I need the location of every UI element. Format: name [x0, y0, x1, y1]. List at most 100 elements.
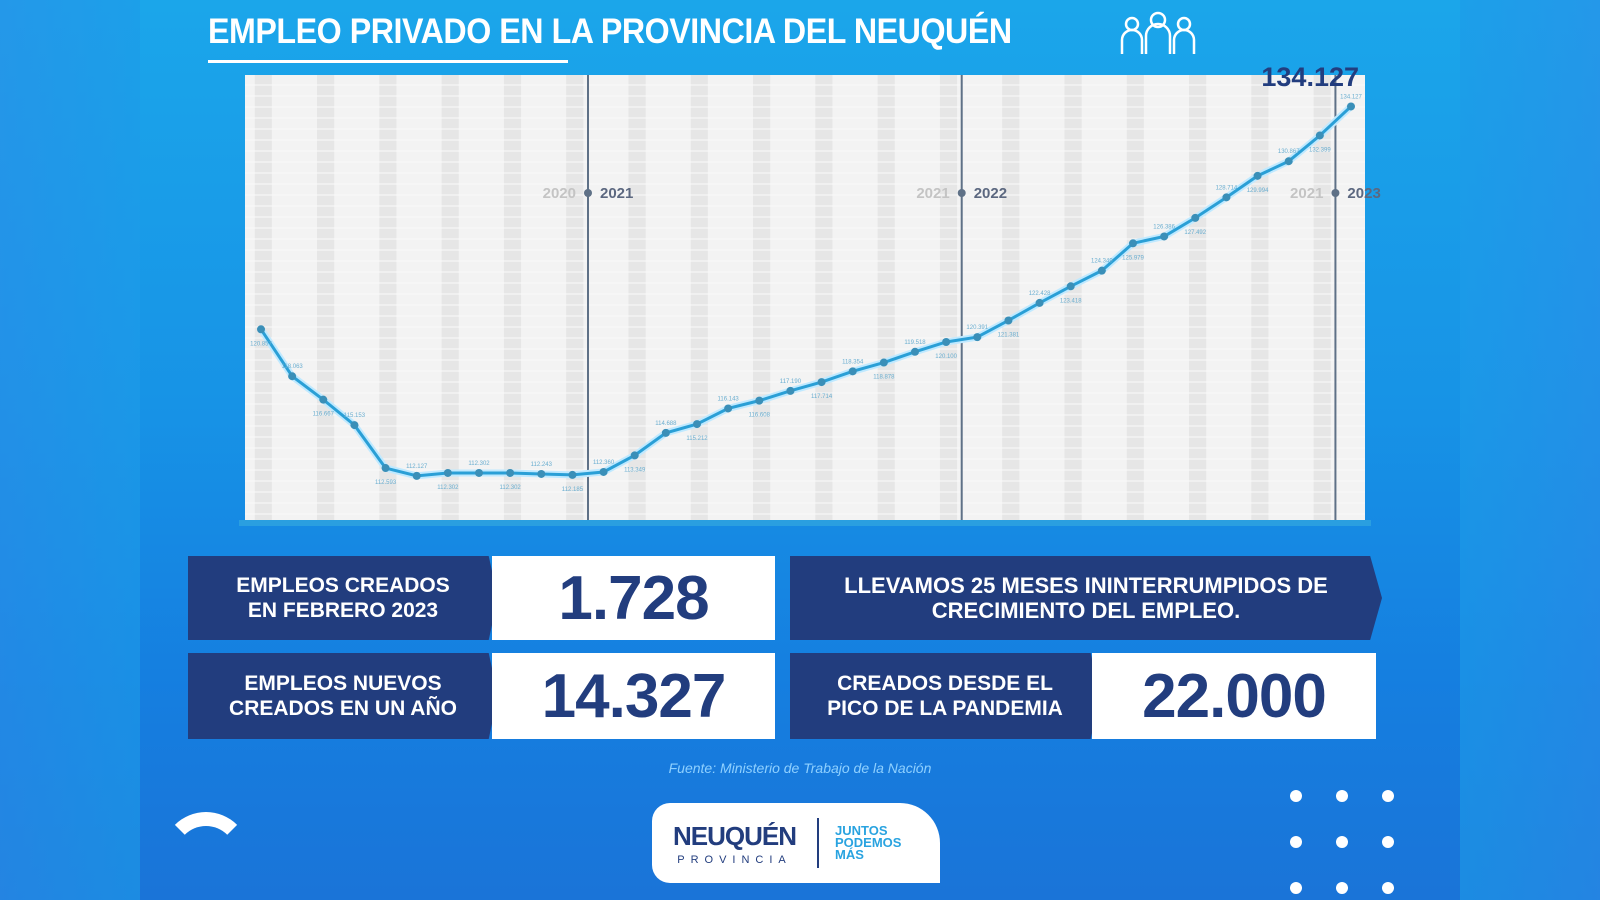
data-point — [1253, 171, 1262, 180]
logo-name: NEUQUÉN — [672, 820, 797, 851]
data-point — [1097, 266, 1106, 275]
data-point — [1347, 102, 1355, 111]
data-label: 114.688 — [655, 421, 677, 427]
grid-stripe — [877, 75, 895, 520]
data-label: 117.714 — [811, 394, 833, 400]
data-label: 112.593 — [375, 480, 397, 486]
data-label: 120.857 — [250, 341, 272, 347]
year-label: EMPLEOS NUEVOS CREADOS EN UN AÑO — [229, 672, 457, 720]
data-point — [755, 396, 764, 405]
streak-text: LLEVAMOS 25 MESES ININTERRUMPIDOS DE CRE… — [844, 573, 1328, 623]
data-label: 126.386 — [1153, 224, 1175, 230]
data-label: 118.063 — [282, 364, 304, 370]
data-label: 127.492 — [1184, 230, 1206, 236]
logo-sub: PROVINCIA — [677, 853, 792, 866]
data-label: 118.354 — [842, 359, 864, 365]
grid-stripe — [628, 75, 646, 520]
data-label: 118.878 — [873, 375, 895, 381]
grid-stripe — [566, 75, 584, 520]
data-label: 112.302 — [500, 485, 522, 491]
source-note: Fuente: Ministerio de Trabajo de la Naci… — [668, 760, 932, 776]
x-axis — [239, 520, 1371, 526]
grid-stripe — [441, 75, 459, 520]
data-label: 112.243 — [531, 462, 553, 468]
decorative-dots — [1290, 790, 1394, 894]
data-point — [506, 468, 515, 477]
slogan-line: JUNTOS — [835, 823, 888, 838]
background-edge-right — [1460, 0, 1600, 900]
data-point — [1315, 131, 1324, 140]
logo-divider — [817, 818, 819, 868]
data-point — [1129, 239, 1137, 248]
data-label: 115.153 — [344, 413, 366, 419]
data-label: 124.349 — [1091, 259, 1113, 265]
data-point — [817, 378, 826, 387]
grid-stripe — [254, 75, 272, 520]
data-point — [724, 404, 733, 413]
data-point — [661, 428, 670, 437]
data-label: 129.994 — [1247, 188, 1269, 194]
slogan-line: PODEMOS — [835, 835, 902, 850]
data-point — [381, 464, 390, 473]
data-point — [350, 421, 359, 430]
year-label-left: 2021 — [916, 185, 949, 202]
grid-stripe — [815, 75, 833, 520]
year-label-right: 2022 — [974, 185, 1007, 202]
data-point — [1160, 232, 1169, 241]
data-point — [443, 468, 452, 477]
data-point — [973, 333, 982, 342]
year-label-right: 2023 — [1347, 185, 1380, 202]
data-point — [879, 358, 888, 367]
grid-stripe — [1313, 75, 1331, 520]
data-point — [786, 386, 795, 395]
title-underline — [208, 60, 568, 63]
pandemic-label-panel: CREADOS DESDE EL PICO DE LA PANDEMIA — [790, 653, 1100, 739]
data-label: 132.399 — [1309, 147, 1331, 153]
logo-slogan: JUNTOS PODEMOS MÁS — [835, 823, 902, 861]
data-point — [848, 367, 857, 376]
data-point — [319, 395, 328, 404]
data-label: 116.608 — [749, 413, 771, 419]
grid-stripe — [1064, 75, 1082, 520]
data-point — [1066, 282, 1075, 291]
data-label: 134.127 — [1340, 94, 1362, 100]
data-point — [1191, 213, 1200, 222]
data-label: 119.518 — [904, 340, 926, 346]
year-label-right: 2021 — [600, 185, 633, 202]
year-divider-marker — [957, 189, 966, 197]
data-label: 112.302 — [468, 461, 490, 467]
data-label: 117.190 — [780, 379, 802, 385]
grid-stripe — [1126, 75, 1144, 520]
data-point — [942, 338, 951, 346]
data-label: 112.185 — [562, 487, 584, 493]
grid-stripe — [939, 75, 958, 520]
data-point — [288, 372, 297, 381]
year-value: 14.327 — [492, 653, 775, 739]
data-point — [412, 471, 421, 480]
month-label-panel: EMPLEOS CREADOS EN FEBRERO 2023 — [188, 556, 498, 640]
data-point — [537, 469, 546, 478]
data-point — [630, 451, 639, 460]
streak-panel: LLEVAMOS 25 MESES ININTERRUMPIDOS DE CRE… — [790, 556, 1382, 640]
data-point — [599, 467, 608, 476]
year-divider-marker — [1331, 189, 1340, 197]
data-label: 120.100 — [935, 354, 957, 360]
data-point — [911, 347, 919, 356]
employment-line-chart: 2020 2021 2021 2022 2021 2023 120.857 118.063 11… — [239, 62, 1381, 526]
data-label: 120.391 — [966, 325, 988, 331]
grid-stripe — [753, 75, 771, 520]
data-label: 115.212 — [686, 436, 708, 442]
data-point — [257, 325, 265, 334]
data-point — [475, 468, 483, 477]
data-label: 112.302 — [437, 485, 459, 491]
pandemic-value: 22.000 — [1092, 653, 1376, 739]
data-point — [1035, 298, 1044, 307]
data-label: 116.667 — [313, 412, 335, 418]
plot-area — [245, 75, 1365, 520]
data-label: 128.714 — [1216, 185, 1238, 191]
grid-stripe — [1002, 75, 1020, 520]
data-label: 123.418 — [1060, 298, 1082, 304]
data-label: 112.360 — [593, 460, 615, 466]
last-value-label: 134.127 — [1261, 62, 1359, 92]
data-point — [693, 420, 701, 429]
